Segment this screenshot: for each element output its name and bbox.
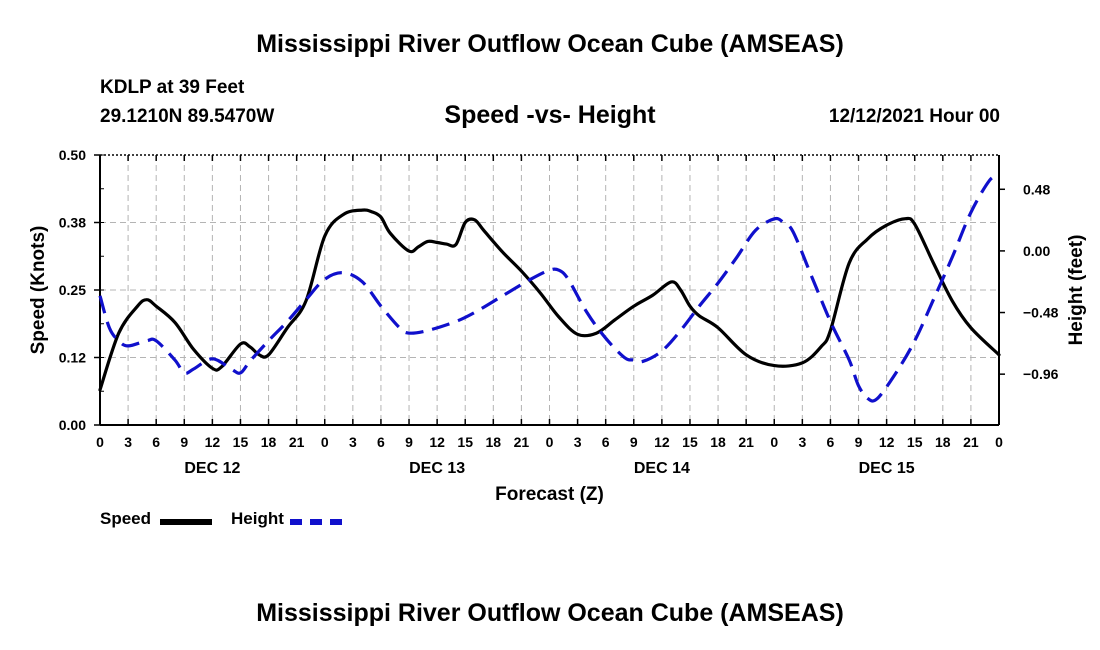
y-right-tick-label: 0.00 — [1023, 243, 1050, 259]
y-left-tick-label: 0.00 — [59, 417, 86, 433]
x-day-label: DEC 15 — [859, 460, 915, 477]
legend-speed-label: Speed — [100, 509, 152, 528]
x-tick-label: 15 — [682, 434, 698, 450]
x-tick-label: 12 — [654, 434, 670, 450]
x-day-label: DEC 13 — [409, 460, 465, 477]
station-label: KDLP at 39 Feet — [100, 77, 245, 98]
page-title: Mississippi River Outflow Ocean Cube (AM… — [256, 30, 844, 58]
y-left-tick-label: 0.50 — [59, 147, 86, 163]
chart-axes — [94, 154, 1005, 426]
x-tick-label: 9 — [405, 434, 413, 450]
x-tick-label: 6 — [602, 434, 610, 450]
x-axis-title: Forecast (Z) — [495, 484, 604, 505]
x-tick-label: 21 — [514, 434, 530, 450]
x-day-label: DEC 12 — [184, 460, 240, 477]
x-tick-label: 12 — [205, 434, 221, 450]
x-tick-label: 6 — [827, 434, 835, 450]
x-tick-label: 0 — [770, 434, 778, 450]
x-tick-label: 6 — [377, 434, 385, 450]
x-tick-label: 15 — [457, 434, 473, 450]
chart-subtitle: Speed -vs- Height — [444, 101, 656, 129]
chart-grid — [100, 155, 999, 425]
x-tick-label: 0 — [995, 434, 1003, 450]
y-left-tick-label: 0.25 — [59, 282, 86, 298]
series-speed-line — [98, 208, 1001, 392]
x-tick-label: 3 — [124, 434, 132, 450]
x-tick-label: 18 — [261, 434, 277, 450]
y-left-tick-label: 0.12 — [59, 350, 86, 366]
series-height-line — [98, 174, 1000, 403]
chart-labels: 0 3 6 9 12 15 18 21 0 3 6 9 12 15 18 21 0 3 6 9 12 15 18 21 0 3 6 9… — [28, 147, 1087, 505]
x-tick-label: 18 — [710, 434, 726, 450]
y-right-axis-title: Height (feet) — [1066, 235, 1087, 346]
chart-series — [98, 174, 1001, 403]
legend-speed-swatch — [160, 519, 212, 525]
y-right-tick-label: −0.96 — [1023, 366, 1059, 382]
x-tick-label: 3 — [798, 434, 806, 450]
x-tick-label: 21 — [738, 434, 754, 450]
x-tick-label: 0 — [321, 434, 329, 450]
coordinates-label: 29.1210N 89.5470W — [100, 106, 275, 127]
y-right-tick-label: 0.48 — [1023, 181, 1050, 197]
x-tick-label: 9 — [630, 434, 638, 450]
x-tick-label: 21 — [963, 434, 979, 450]
x-tick-label: 21 — [289, 434, 305, 450]
legend-height-label: Height — [231, 509, 284, 528]
y-left-axis-title: Speed (Knots) — [28, 226, 49, 355]
x-tick-label: 15 — [233, 434, 249, 450]
x-tick-label: 18 — [935, 434, 951, 450]
y-left-tick-label: 0.38 — [59, 215, 86, 231]
x-tick-label: 9 — [180, 434, 188, 450]
x-tick-label: 3 — [349, 434, 357, 450]
x-tick-label: 12 — [879, 434, 895, 450]
x-tick-label: 12 — [429, 434, 445, 450]
x-tick-label: 6 — [152, 434, 160, 450]
x-tick-label: 18 — [486, 434, 502, 450]
x-tick-label: 0 — [96, 434, 104, 450]
footer-title: Mississippi River Outflow Ocean Cube (AM… — [256, 599, 844, 627]
x-tick-label: 3 — [574, 434, 582, 450]
x-tick-label: 0 — [546, 434, 554, 450]
x-tick-label: 15 — [907, 434, 923, 450]
forecast-datetime: 12/12/2021 Hour 00 — [828, 106, 1000, 127]
x-tick-label: 9 — [855, 434, 863, 450]
legend-height-swatch — [290, 519, 342, 525]
y-right-tick-label: −0.48 — [1023, 305, 1059, 321]
x-day-label: DEC 14 — [634, 460, 690, 477]
